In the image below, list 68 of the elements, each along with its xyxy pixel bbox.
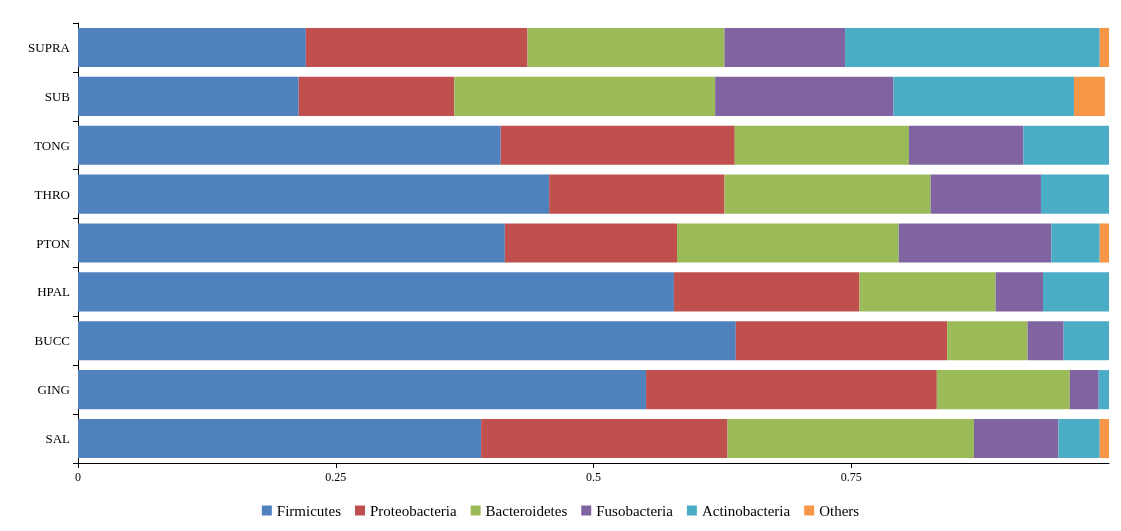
bar (1040, 174, 1109, 214)
bar (504, 223, 678, 263)
legend-label: Bacteroidetes (485, 502, 568, 519)
legend-label: Fusobacteria (596, 502, 674, 519)
bar (1098, 370, 1109, 410)
x-tick-label: 0 (75, 470, 81, 484)
bar (1051, 223, 1100, 263)
x-tick-label: 0.75 (840, 470, 862, 484)
bar (724, 174, 931, 214)
bar (78, 272, 674, 312)
bar (78, 125, 501, 165)
bar (549, 174, 725, 214)
legend-label: Others (819, 502, 860, 519)
bar (1099, 419, 1109, 459)
bar (1027, 321, 1064, 361)
bar (1099, 27, 1109, 67)
bar (936, 370, 1070, 410)
bar (930, 174, 1041, 214)
bar (893, 76, 1074, 116)
bar (715, 76, 894, 116)
bar (908, 125, 1024, 165)
bar (995, 272, 1044, 312)
bar (646, 370, 937, 410)
bar (947, 321, 1028, 361)
x-tick-label: 0.25 (325, 470, 347, 484)
y-tick-label: HPAL (37, 284, 71, 300)
y-tick-label: TONG (34, 137, 70, 153)
bar (500, 125, 735, 165)
bar (527, 27, 725, 67)
bar (1073, 76, 1105, 116)
y-tick-label: GING (37, 382, 70, 398)
legend-label: Actinobacteria (701, 502, 791, 519)
bar (78, 174, 550, 214)
bar (1063, 321, 1109, 361)
x-tick-label: 0.5 (586, 470, 601, 484)
bar (973, 419, 1059, 459)
y-tick-label: SUPRA (28, 39, 71, 55)
y-tick-label: SAL (45, 431, 71, 447)
y-tick-label: BUCC (34, 333, 70, 349)
bar (305, 27, 528, 67)
bar (454, 76, 716, 116)
bar (845, 27, 1100, 67)
bar (727, 419, 974, 459)
bar (673, 272, 860, 312)
bar (78, 76, 299, 116)
legend-label: Proteobacteria (370, 502, 457, 519)
bar (1023, 125, 1109, 165)
y-tick-label: THRO (34, 186, 70, 202)
bar (1069, 370, 1099, 410)
bar (78, 27, 306, 67)
bar (481, 419, 728, 459)
legend-label: Firmicutes (276, 502, 342, 519)
bar (734, 125, 909, 165)
bar (78, 321, 736, 361)
bar (859, 272, 996, 312)
bar (78, 419, 482, 459)
bar (78, 370, 647, 410)
bar (1099, 223, 1109, 263)
bar (735, 321, 948, 361)
y-tick-label: PTON (36, 235, 71, 251)
bar (898, 223, 1052, 263)
bar (298, 76, 455, 116)
bar (677, 223, 899, 263)
bar (78, 223, 505, 263)
y-tick-label: SUB (44, 88, 71, 104)
bar (1043, 272, 1109, 312)
bar (1058, 419, 1100, 459)
bar (724, 27, 846, 67)
